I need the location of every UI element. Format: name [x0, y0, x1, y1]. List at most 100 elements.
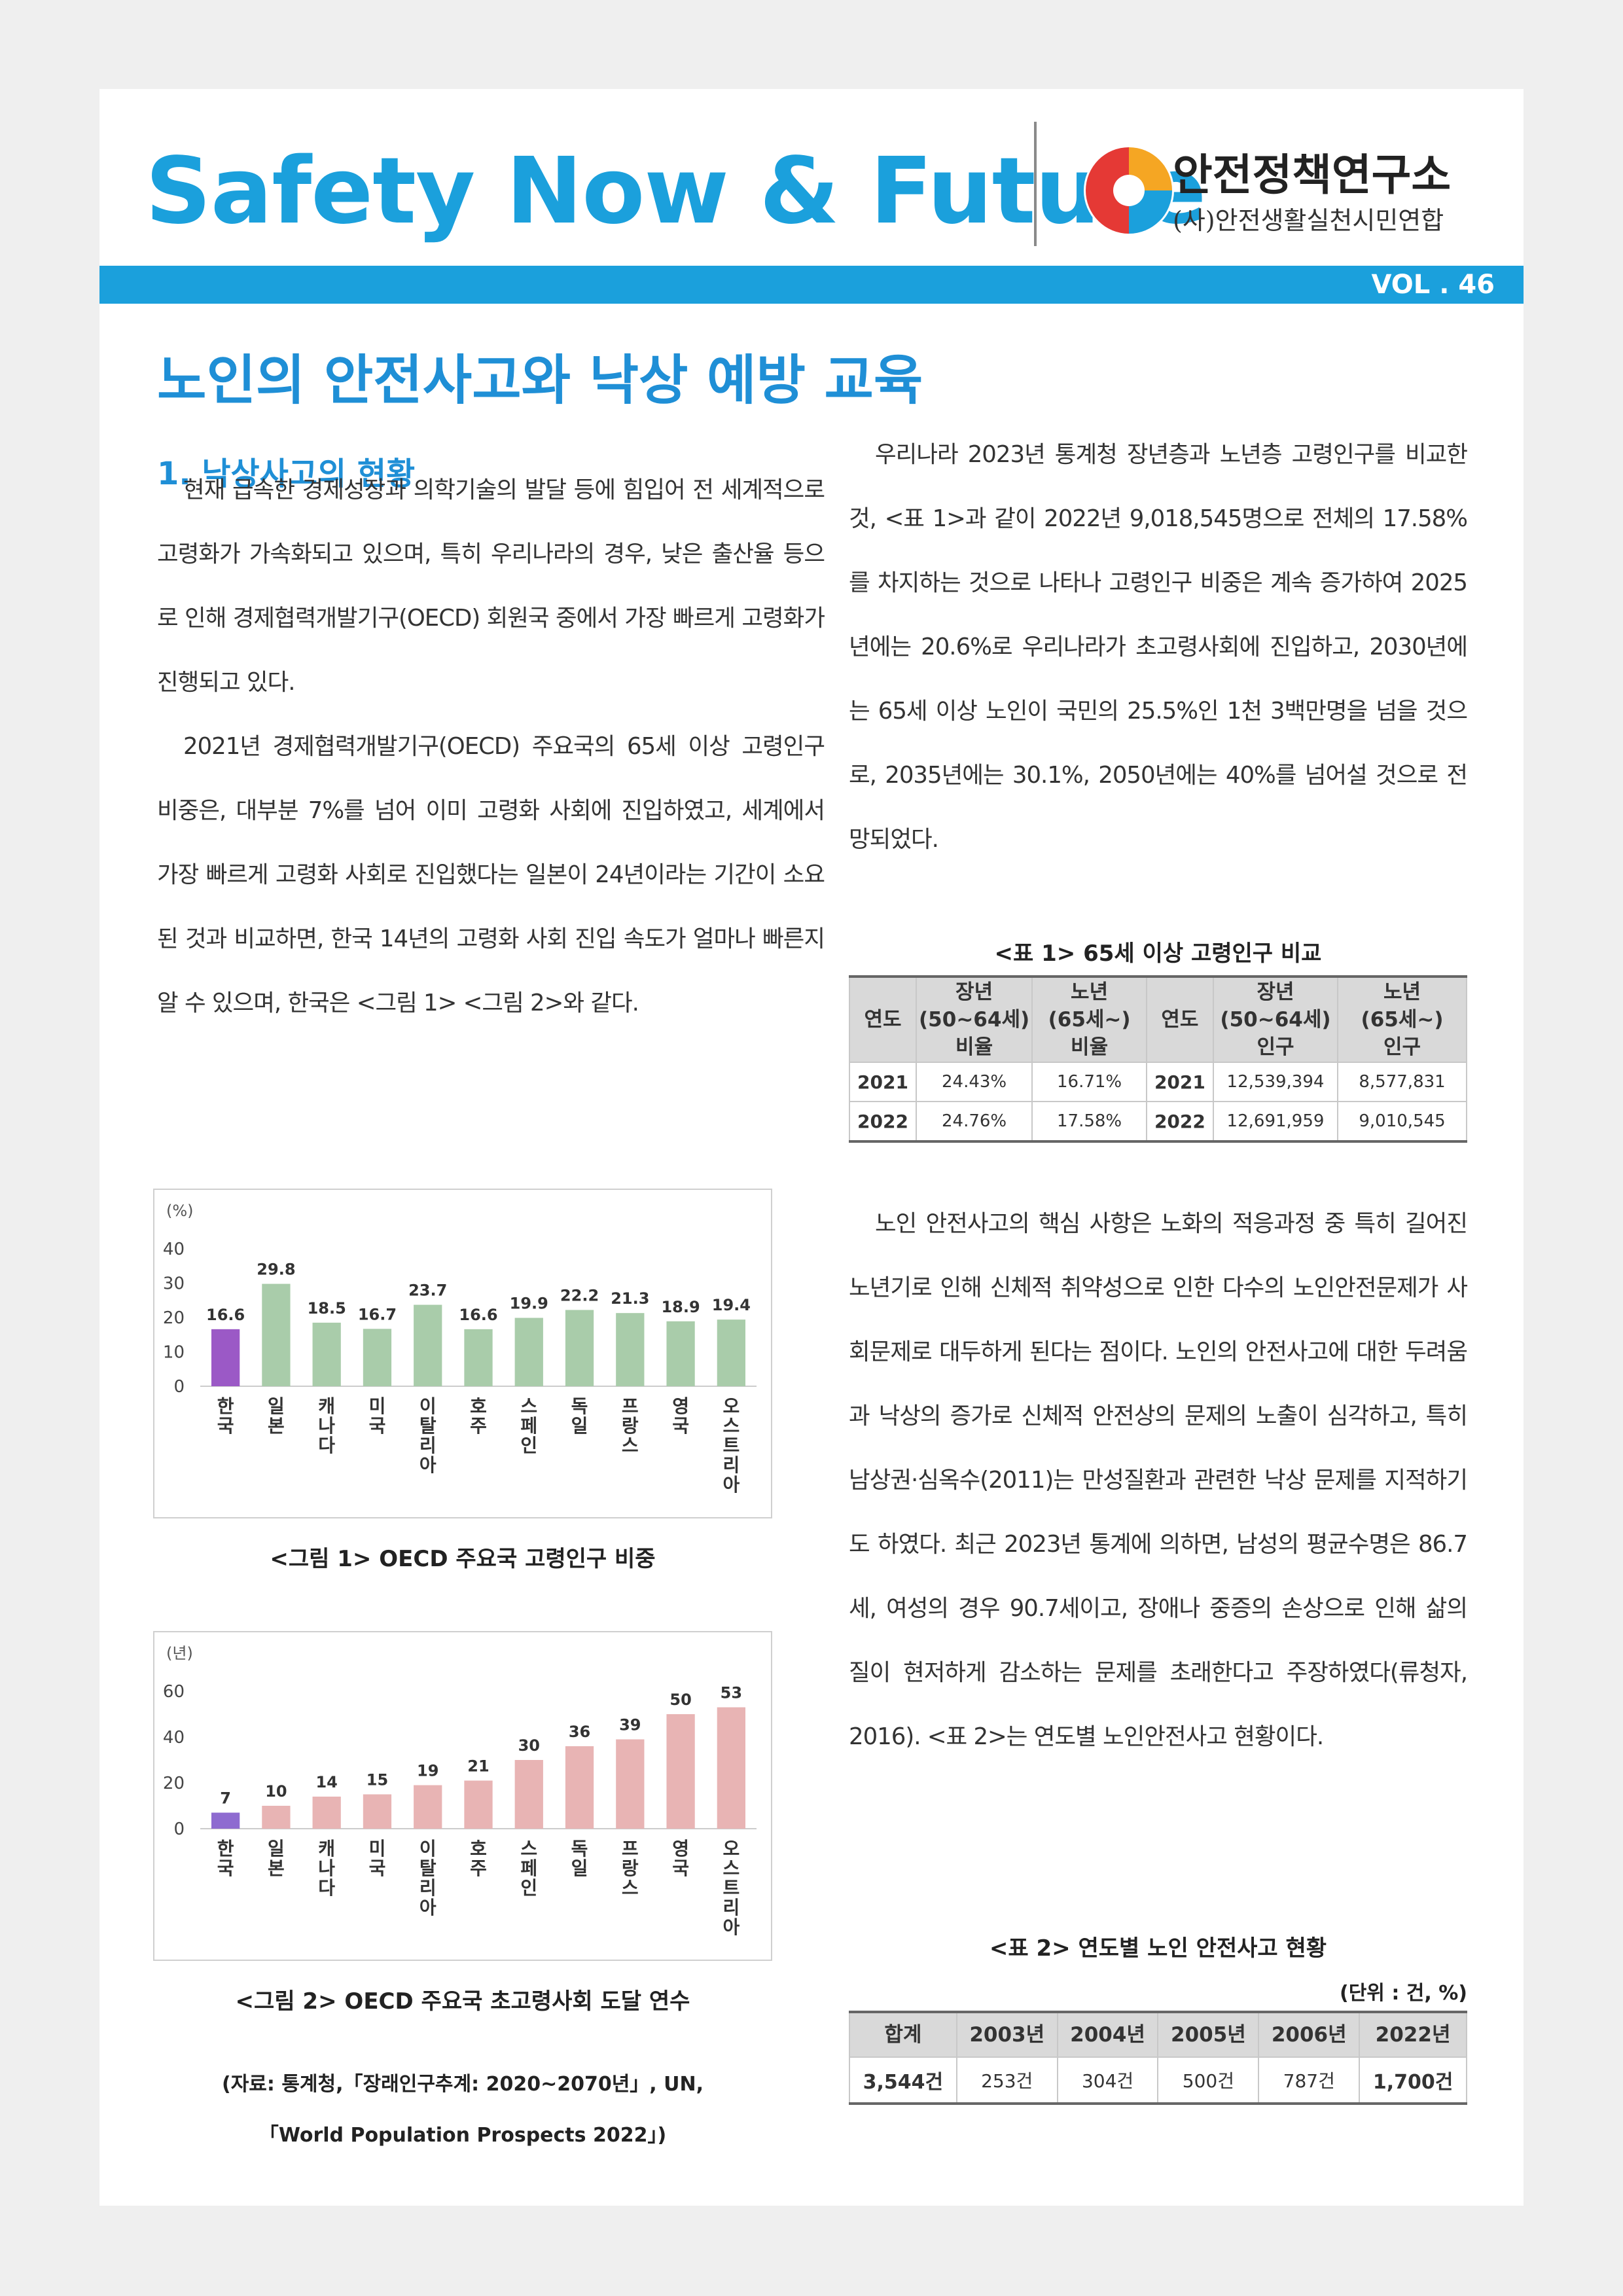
source-line: (자료: 통계청,「장래인구추계: 2020~2070년」, UN, [221, 2073, 704, 2096]
table-cell: 500건 [1157, 2056, 1260, 2104]
table-header: 2005년 [1157, 2011, 1260, 2058]
fig2-data-label: 36 [569, 1723, 590, 1741]
table-header: 2022년 [1359, 2011, 1467, 2058]
section-title: 1. 낙상사고의 현황 [157, 456, 416, 492]
brand-title: Safety Now & Future [145, 138, 1206, 245]
fig1-bar [414, 1304, 442, 1386]
table2: 합계 2003년 2004년 2005년 2006년 2022년 3,544건 … [849, 2011, 1467, 2105]
table-cell: 12,539,394 [1212, 1062, 1339, 1102]
table-header: 장년 (50~64세) 비율 [915, 976, 1033, 1063]
figure1-box: (%) 0 10 20 30 40 16.6 한 국 29.8 일 본 18.5 캐 나 다 16.7 미 국 23.… [153, 1189, 772, 1518]
table-cell: 24.76% [915, 1101, 1033, 1142]
table-row: 3,544건 253건 304건 500건 787건 1,700건 [849, 2056, 1467, 2104]
fig1-ytick-label: 40 [163, 1240, 185, 1259]
paragraph: 2021년 경제협력개발기구(OECD) 주요국의 65세 이상 고령인구 비중… [157, 733, 825, 1016]
fig1-data-label: 23.7 [408, 1282, 447, 1300]
table-header-row: 합계 2003년 2004년 2005년 2006년 2022년 [849, 2011, 1467, 2058]
table2-unit: (단위 : 건, %) [1339, 1982, 1467, 2005]
fig1-bar [464, 1329, 493, 1386]
fig2-unit-label: (년) [166, 1644, 193, 1662]
fig2-ytick-label: 20 [163, 1774, 185, 1793]
fig2-bar [616, 1739, 645, 1829]
table-cell: 2021 [1145, 1062, 1214, 1102]
fig1-bar [262, 1283, 291, 1386]
table-row: 2022 24.76% 17.58% 2022 12,691,959 9,010… [849, 1101, 1467, 1142]
header-band: VOL . 46 [99, 266, 1524, 304]
fig2-data-label: 53 [721, 1684, 742, 1702]
figure1-caption: <그림 1> OECD 주요국 고령인구 비중 [270, 1546, 656, 1572]
org-subtitle: (사)안전생활실천시민연합 [1173, 206, 1444, 235]
table-cell: 304건 [1056, 2056, 1159, 2104]
fig1-data-label: 21.3 [611, 1289, 649, 1308]
table-cell: 253건 [955, 2056, 1058, 2104]
fig2-bar [464, 1780, 493, 1829]
table-cell: 787건 [1258, 2056, 1361, 2104]
table-cell: 2022 [1145, 1101, 1214, 1142]
paragraph: 노인 안전사고의 핵심 사항은 노화의 적응과정 중 특히 길어진 노년기로 인… [849, 1210, 1468, 1750]
fig1-data-label: 18.9 [661, 1298, 700, 1316]
fig1-data-label: 16.6 [459, 1306, 497, 1324]
right-body-text-2: 노인 안전사고의 핵심 사항은 노화의 적응과정 중 특히 길어진 노년기로 인… [849, 1192, 1468, 1769]
page: Safety Now & Future 안전정책연구소 (사)안전생활실천시민연… [99, 89, 1524, 2206]
fig1-bar [616, 1313, 645, 1386]
fig2-bar [414, 1785, 442, 1829]
fig1-ytick-label: 30 [163, 1274, 185, 1294]
fig1-data-label: 16.6 [206, 1306, 245, 1324]
fig2-data-label: 50 [669, 1691, 691, 1709]
table1: 연도 장년 (50~64세) 비율 노년 (65세~) 비율 연도 장년 (50~64세)… [849, 975, 1467, 1143]
table-cell: 2022 [849, 1101, 917, 1142]
fig1-bar [363, 1329, 392, 1386]
table-header: 장년 (50~64세) 인구 [1212, 976, 1339, 1063]
fig1-data-label: 19.9 [510, 1295, 548, 1313]
fig2-bar [363, 1794, 392, 1829]
fig1-bar [666, 1321, 695, 1386]
figure1-chart: (%) 0 10 20 30 40 16.6 한 국 29.8 일 본 18.5 캐 나 다 16.7 미 국 23.… [163, 1202, 757, 1496]
table-cell: 24.43% [915, 1062, 1033, 1102]
fig2-ytick-label: 0 [173, 1820, 185, 1839]
fig2-ytick-label: 40 [163, 1728, 185, 1748]
table-row: 2021 24.43% 16.71% 2021 12,539,394 8,577… [849, 1062, 1467, 1102]
table-header: 2003년 [955, 2011, 1058, 2058]
fig2-bar [211, 1812, 240, 1829]
org-logo-icon [1084, 145, 1174, 236]
fig1-data-label: 22.2 [560, 1286, 599, 1304]
table-cell: 12,691,959 [1212, 1101, 1339, 1142]
fig1-unit-label: (%) [166, 1202, 194, 1220]
fig2-data-label: 30 [518, 1736, 540, 1755]
fig2-data-label: 7 [220, 1789, 231, 1808]
table-header: 연도 [849, 976, 917, 1063]
table-header-row: 연도 장년 (50~64세) 비율 노년 (65세~) 비율 연도 장년 (50~64세)… [849, 976, 1467, 1063]
fig2-bar [666, 1714, 695, 1829]
fig1-data-label: 19.4 [712, 1296, 751, 1314]
figure2-caption: <그림 2> OECD 주요국 초고령사회 도달 연수 [235, 1988, 690, 2015]
table-cell: 8,577,831 [1337, 1062, 1467, 1102]
fig2-data-label: 15 [366, 1771, 388, 1789]
fig2-bar [262, 1806, 291, 1829]
source-line: 「World Population Prospects 2022」) [259, 2124, 667, 2147]
figure2-chart: (년) 0 20 40 60 7 한 국 10 일 본 14 캐 나 다 15 미 국 19 이 탈 리 아 21 호 주 30 스 페… [163, 1644, 757, 1938]
fig2-bar [312, 1797, 341, 1829]
fig1-bar [514, 1318, 543, 1386]
fig2-data-label: 19 [417, 1762, 438, 1780]
fig1-bar [312, 1322, 341, 1386]
fig2-data-label: 10 [265, 1782, 287, 1801]
table-cell: 2021 [849, 1062, 917, 1102]
table-header: 합계 [849, 2011, 957, 2058]
fig1-ytick-label: 10 [163, 1343, 185, 1363]
table-cell: 17.58% [1031, 1101, 1147, 1142]
